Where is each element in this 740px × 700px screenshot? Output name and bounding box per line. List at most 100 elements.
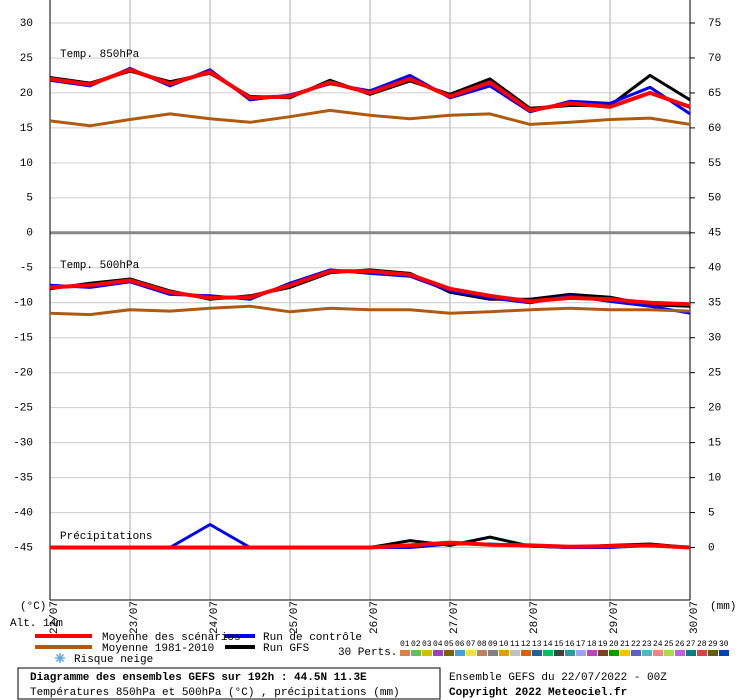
- legend-label: Moyenne 1981-2010: [102, 643, 214, 655]
- y2-tick-label: 50: [708, 193, 721, 205]
- pert-label: 18: [587, 640, 597, 649]
- pert-swatch: [576, 650, 586, 656]
- altitude: Alt. 14m: [10, 618, 63, 630]
- y2-tick-label: 55: [708, 158, 721, 170]
- pert-swatch: [719, 650, 729, 656]
- x-tick-label: 30/07: [689, 601, 701, 634]
- pert-label: 05: [444, 640, 454, 649]
- pert-label: 30: [719, 640, 729, 649]
- pert-swatch: [499, 650, 509, 656]
- series-line: [49, 269, 691, 307]
- pert-label: 07: [466, 640, 476, 649]
- pert-swatch: [477, 650, 487, 656]
- x-tick-label: 28/07: [529, 601, 541, 634]
- y2-tick-label: 5: [708, 507, 715, 519]
- y-tick-label: 20: [20, 88, 33, 100]
- pert-label: 25: [664, 640, 674, 649]
- y-tick-label: -35: [13, 473, 33, 485]
- pert-swatch: [609, 650, 619, 656]
- panel-label: Précipitations: [60, 531, 152, 543]
- pert-label: 10: [499, 640, 509, 649]
- pert-label: 20: [609, 640, 619, 649]
- pert-swatch: [686, 650, 696, 656]
- y-tick-label: -45: [13, 542, 33, 554]
- legend-label: Risque neige: [74, 654, 153, 666]
- pert-swatch: [697, 650, 707, 656]
- y2-tick-label: 65: [708, 88, 721, 100]
- y-tick-label: -40: [13, 507, 33, 519]
- pert-swatch: [510, 650, 520, 656]
- pert-label: 24: [653, 640, 663, 649]
- y2-tick-label: 45: [708, 228, 721, 240]
- y-axis-label: (°C): [20, 601, 46, 613]
- panel-label: Temp. 500hPa: [60, 260, 140, 272]
- pert-label: 14: [543, 640, 553, 649]
- y2-tick-label: 35: [708, 298, 721, 310]
- y2-tick-label: 70: [708, 53, 721, 65]
- y-tick-label: 0: [26, 228, 33, 240]
- y2-axis-label: (mm): [710, 601, 736, 613]
- pert-swatch: [653, 650, 663, 656]
- pert-label: 06: [455, 640, 465, 649]
- y-tick-label: -15: [13, 333, 33, 345]
- pert-label: 16: [565, 640, 575, 649]
- y-tick-label: 25: [20, 53, 33, 65]
- pert-swatch: [543, 650, 553, 656]
- pert-label: 29: [708, 640, 718, 649]
- pert-label: 27: [686, 640, 696, 649]
- pert-label: 01: [400, 640, 410, 649]
- y-tick-label: 30: [20, 18, 33, 30]
- series-line: [49, 108, 691, 128]
- legend-label: Run de contrôle: [263, 632, 362, 644]
- y-tick-label: -10: [13, 298, 33, 310]
- y-tick-label: -20: [13, 368, 33, 380]
- pert-label: 08: [477, 640, 487, 649]
- snow-icon: [55, 653, 65, 663]
- pert-swatch: [631, 650, 641, 656]
- pert-swatch: [708, 650, 718, 656]
- y-tick-label: 15: [20, 123, 33, 135]
- pert-label: 02: [411, 640, 421, 649]
- y-tick-label: 5: [26, 193, 33, 205]
- x-tick-label: 24/07: [209, 601, 221, 634]
- pert-swatch: [532, 650, 542, 656]
- footer-copyright: Copyright 2022 Meteociel.fr: [449, 687, 627, 699]
- pert-label: 09: [488, 640, 498, 649]
- pert-label: 19: [598, 640, 608, 649]
- pert-label: 26: [675, 640, 685, 649]
- footer-subtitle: Températures 850hPa et 500hPa (°C) , pré…: [30, 687, 400, 699]
- x-tick-label: 25/07: [289, 601, 301, 634]
- y2-tick-label: 15: [708, 438, 721, 450]
- y2-tick-label: 75: [708, 18, 721, 30]
- x-tick-label: 27/07: [449, 601, 461, 634]
- pert-swatch: [455, 650, 465, 656]
- pert-swatch: [642, 650, 652, 656]
- y-tick-label: -5: [20, 263, 33, 275]
- perts-label: 30 Perts.: [338, 647, 397, 659]
- series-line: [49, 304, 691, 317]
- legend-label: Moyenne des scénarios: [102, 632, 241, 644]
- pert-swatch: [664, 650, 674, 656]
- footer-title: Diagramme des ensembles GEFS sur 192h : …: [30, 672, 367, 684]
- pert-label: 23: [642, 640, 652, 649]
- y2-tick-label: 25: [708, 368, 721, 380]
- pert-swatch: [411, 650, 421, 656]
- x-tick-label: 26/07: [369, 601, 381, 634]
- pert-label: 04: [433, 640, 443, 649]
- pert-swatch: [466, 650, 476, 656]
- pert-label: 11: [510, 640, 520, 649]
- pert-label: 03: [422, 640, 432, 649]
- pert-label: 17: [576, 640, 586, 649]
- pert-label: 13: [532, 640, 542, 649]
- pert-swatch: [675, 650, 685, 656]
- pert-label: 22: [631, 640, 641, 649]
- pert-swatch: [598, 650, 608, 656]
- y-tick-label: 10: [20, 158, 33, 170]
- panel-label: Temp. 850hPa: [60, 49, 140, 61]
- footer-box: [17, 667, 441, 700]
- footer-run: Ensemble GEFS du 22/07/2022 - 00Z: [449, 672, 667, 684]
- pert-swatch: [422, 650, 432, 656]
- y2-tick-label: 10: [708, 473, 721, 485]
- pert-label: 12: [521, 640, 531, 649]
